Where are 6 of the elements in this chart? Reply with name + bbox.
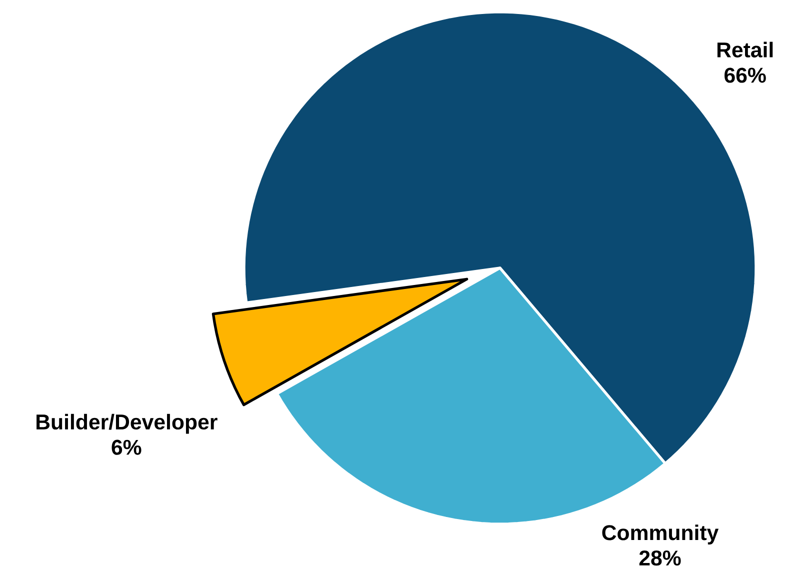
data-label: 28%: [639, 550, 681, 566]
slice-label: Community: [602, 524, 719, 544]
data-label: 6%: [112, 440, 142, 455]
slice-label: Retail: [717, 42, 773, 58]
data-label: 66%: [724, 68, 766, 83]
slice-label: Builder/Developer: [36, 414, 218, 434]
